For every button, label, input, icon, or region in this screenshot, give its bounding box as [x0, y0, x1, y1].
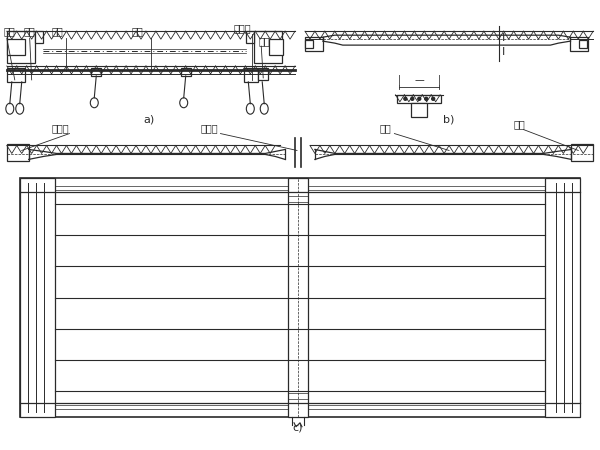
Text: 夹具: 夹具	[258, 36, 270, 46]
Bar	[258, 68, 268, 80]
Bar	[288, 178, 308, 417]
Bar	[7, 68, 25, 82]
Bar	[35, 31, 43, 43]
Bar	[305, 40, 313, 48]
Circle shape	[404, 97, 407, 100]
Bar	[545, 178, 580, 417]
Circle shape	[418, 97, 421, 100]
Circle shape	[431, 97, 434, 100]
Ellipse shape	[247, 103, 254, 114]
Bar	[7, 39, 25, 55]
Text: 台面: 台面	[131, 26, 143, 36]
Bar	[254, 31, 282, 63]
Text: 定位板: 定位板	[52, 124, 69, 134]
Bar	[305, 37, 323, 51]
Bar	[20, 178, 580, 417]
Text: c): c)	[293, 423, 303, 433]
Ellipse shape	[180, 98, 188, 108]
Bar	[579, 40, 587, 48]
Bar	[571, 37, 588, 51]
Bar	[244, 68, 258, 82]
Ellipse shape	[260, 103, 268, 114]
Circle shape	[425, 97, 428, 100]
Text: I: I	[502, 47, 505, 57]
Text: 支架: 支架	[24, 26, 35, 36]
Bar	[20, 178, 55, 417]
Text: —: —	[415, 75, 424, 85]
Text: 横架: 横架	[514, 120, 526, 130]
Text: 底板: 底板	[380, 124, 391, 134]
Text: |: |	[398, 75, 401, 86]
Circle shape	[411, 97, 414, 100]
Bar	[269, 39, 283, 55]
Text: 横架: 横架	[4, 26, 16, 36]
Bar	[181, 68, 191, 76]
Ellipse shape	[16, 103, 24, 114]
Ellipse shape	[6, 103, 14, 114]
Bar	[397, 95, 441, 103]
Text: 承力架: 承力架	[200, 124, 218, 134]
Bar	[7, 144, 29, 162]
Ellipse shape	[91, 98, 98, 108]
Text: b): b)	[443, 115, 455, 125]
Text: |: |	[437, 75, 441, 86]
Bar	[571, 144, 593, 162]
Text: a): a)	[143, 115, 155, 125]
Text: 定位板: 定位板	[233, 23, 251, 33]
Bar	[412, 103, 427, 117]
Text: 力筋: 力筋	[52, 26, 63, 36]
Bar	[7, 31, 35, 63]
Bar	[91, 68, 101, 76]
Bar	[247, 31, 254, 43]
Text: I: I	[502, 33, 505, 43]
